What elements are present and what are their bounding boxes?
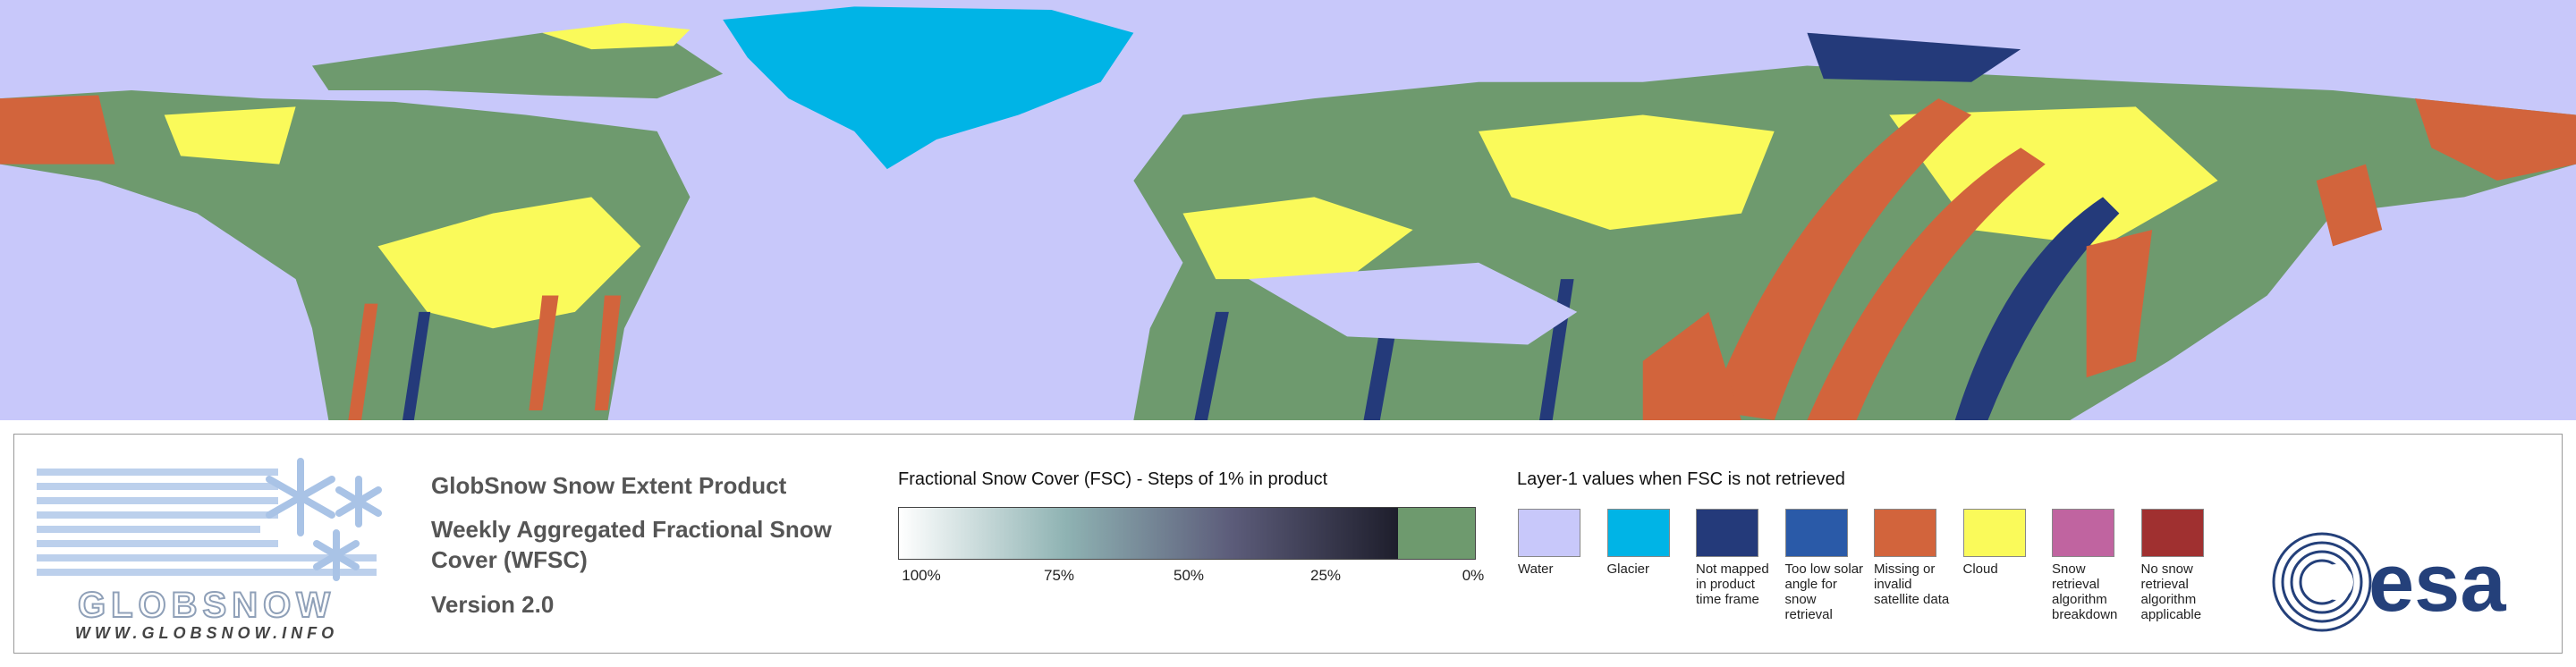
product-title: Cover (WFSC)	[431, 546, 588, 573]
fsc-tick-label: 100%	[902, 567, 941, 584]
legend-swatch	[1962, 509, 2026, 557]
product-version: Version 2.0	[431, 591, 555, 618]
legend-swatch	[2140, 509, 2204, 557]
legend-label: Glacier	[1606, 561, 1650, 577]
legend-swatch	[1518, 509, 1580, 557]
esa-logo: esa	[2272, 532, 2506, 632]
fsc-tick-label: 0%	[1462, 567, 1485, 584]
legend-panel: GLOBSNOW WWW.GLOBSNOW.INFO GlobSnow Snow…	[13, 434, 2563, 654]
legend-swatch	[1696, 509, 1758, 557]
legend-label: No snow retrieval algorithm applicable	[2140, 561, 2202, 622]
product-title: Weekly Aggregated Fractional Snow	[431, 516, 832, 543]
legend-label: Too low solar angle for snow retrieval	[1784, 561, 1864, 622]
legend-label: Water	[1518, 561, 1554, 577]
legend-swatch	[2052, 509, 2114, 557]
legend-swatch	[1606, 509, 1670, 557]
globsnow-logo: GLOBSNOW WWW.GLOBSNOW.INFO	[37, 458, 382, 640]
product-name: GlobSnow Snow Extent Product	[431, 472, 787, 499]
legend-label: Missing or invalid satellite data	[1874, 561, 1950, 607]
fsc-colorbar	[898, 507, 1476, 560]
snow-map	[0, 0, 2576, 420]
fsc-tick-label: 50%	[1173, 567, 1205, 584]
agency-name: esa	[2368, 537, 2506, 629]
legend-label: Cloud	[1962, 561, 1998, 577]
fsc-no-snow	[1398, 508, 1475, 559]
logo-name: GLOBSNOW	[78, 586, 335, 625]
fsc-gradient	[899, 508, 1398, 559]
layer1-title: Layer-1 values when FSC is not retrieved	[1517, 469, 1845, 489]
legend-swatch	[1874, 509, 1936, 557]
legend-swatch	[1784, 509, 1848, 557]
fsc-title: Fractional Snow Cover (FSC) - Steps of 1…	[898, 469, 1328, 489]
legend-label: Snow retrieval algorithm breakdown	[2052, 561, 2118, 622]
fsc-tick-label: 75%	[1043, 567, 1075, 584]
logo-url: WWW.GLOBSNOW.INFO	[75, 624, 338, 640]
legend-label: Not mapped in product time frame	[1696, 561, 1769, 607]
fsc-tick-label: 25%	[1309, 567, 1342, 584]
